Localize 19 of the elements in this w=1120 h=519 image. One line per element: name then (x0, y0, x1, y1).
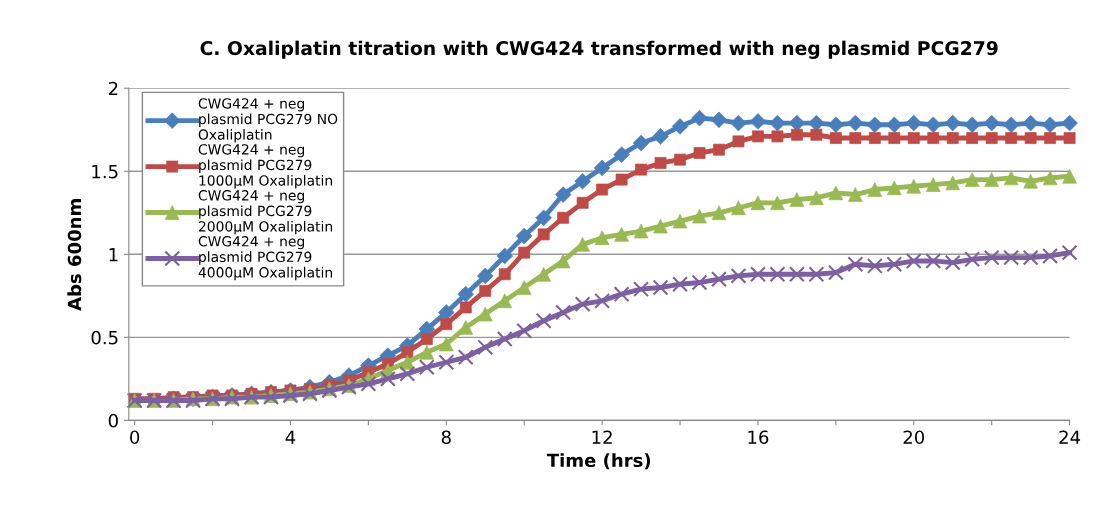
x-axis-title: Time (hrs) (546, 453, 651, 470)
x-tick-label: 20 (903, 430, 925, 445)
legend-label: CWG424 + neg plasmid PCG279 NO Oxaliplatin (198, 98, 338, 143)
y-tick-label: 0.5 (91, 330, 118, 345)
y-tick-label: 1.5 (92, 164, 118, 179)
legend-label: CWG424 + neg plasmid PCG279 2000µM Oxaliplatin (198, 190, 333, 235)
legend-label: CWG424 + neg plasmid PCG279 4000µM Oxaliplatin (198, 236, 333, 281)
x-tick-label: 12 (592, 430, 612, 444)
legend-label: CWG424 + neg plasmid PCG279 1000µM Oxaliplatin (198, 144, 333, 189)
x-tick-label: 8 (441, 430, 451, 445)
y-tick-label: 1 (109, 248, 118, 262)
x-tick-label: 4 (285, 430, 296, 444)
x-tick-label: 0 (130, 430, 140, 445)
y-tick-label: 2 (108, 81, 118, 96)
y-axis-title: Abs 600nm (67, 199, 82, 311)
chart-title: C. Oxaliplatin titration with CWG424 transformed with neg plasmid PCG279 (200, 40, 998, 59)
x-tick-label: 24 (1059, 430, 1081, 444)
x-tick-label: 16 (748, 430, 769, 445)
y-tick-label: 0 (108, 413, 118, 428)
